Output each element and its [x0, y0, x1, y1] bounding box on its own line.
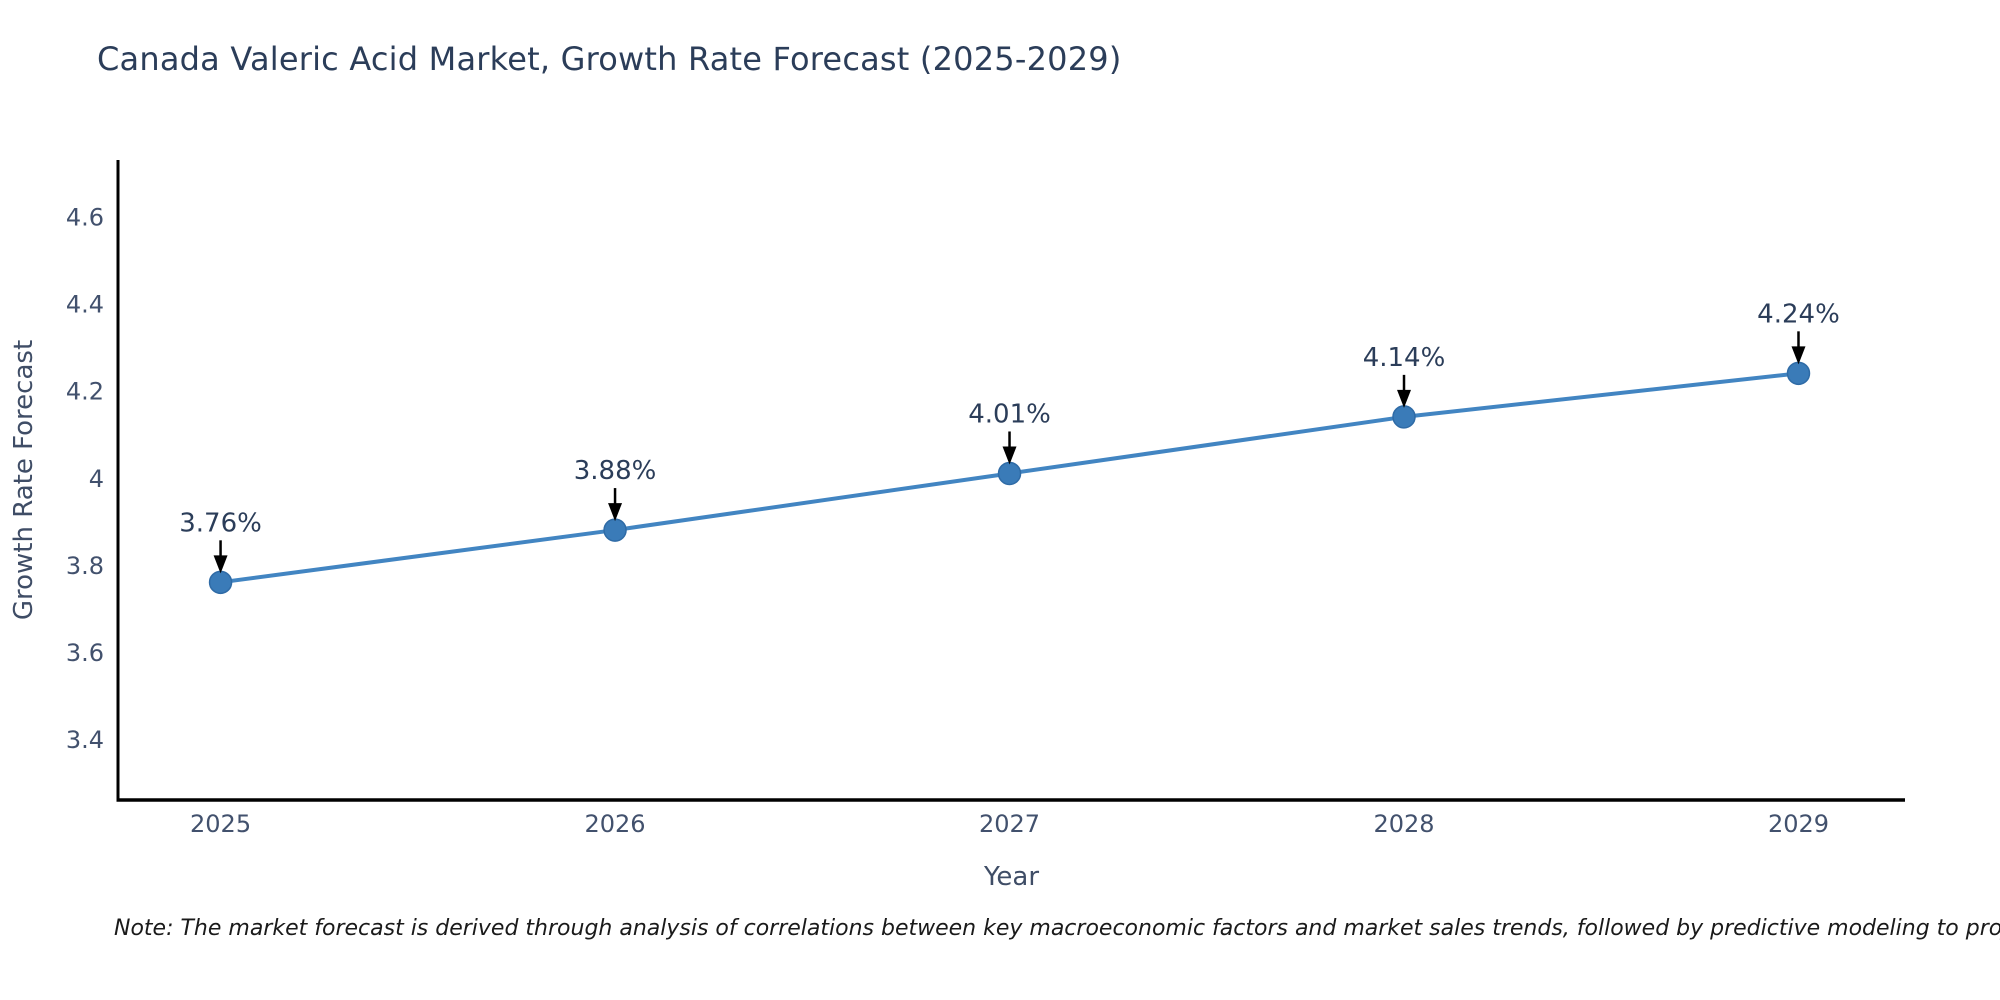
data-point-marker [208, 570, 233, 595]
y-tick-label: 3.8 [66, 552, 104, 580]
y-tick-label: 4.2 [66, 378, 104, 406]
data-point-marker [603, 518, 627, 542]
annotation-arrow-head [1397, 389, 1412, 408]
y-tick-label: 3.6 [66, 639, 104, 667]
chart-title: Canada Valeric Acid Market, Growth Rate … [97, 40, 1122, 78]
y-axis-title: Growth Rate Forecast [9, 340, 39, 620]
point-annotation-label: 4.01% [968, 399, 1051, 429]
annotation-arrow-head [213, 555, 228, 574]
point-annotation-label: 4.14% [1363, 343, 1446, 373]
annotation-arrow-head [1791, 346, 1806, 365]
y-tick-label: 4 [89, 465, 104, 493]
annotation-arrow-head [1002, 446, 1017, 465]
x-tick-label: 2029 [1768, 810, 1829, 838]
data-point-marker [1786, 361, 1811, 386]
y-tick-label: 3.4 [66, 726, 104, 754]
x-tick-label: 2025 [190, 810, 251, 838]
data-point-marker [1392, 405, 1416, 429]
footnote: Note: The market forecast is derived thr… [114, 916, 2000, 941]
y-tick-label: 4.4 [66, 291, 104, 319]
point-annotation-label: 3.76% [179, 508, 262, 538]
x-tick-label: 2028 [1373, 810, 1434, 838]
point-annotation-label: 3.88% [574, 456, 657, 486]
data-point-marker [997, 461, 1022, 486]
x-tick-label: 2027 [979, 810, 1040, 838]
y-tick-label: 4.6 [66, 204, 104, 232]
x-tick-label: 2026 [585, 810, 646, 838]
x-axis-title: Year [983, 862, 1039, 892]
point-annotation-label: 4.24% [1757, 299, 1840, 329]
annotation-arrow-head [608, 503, 623, 522]
